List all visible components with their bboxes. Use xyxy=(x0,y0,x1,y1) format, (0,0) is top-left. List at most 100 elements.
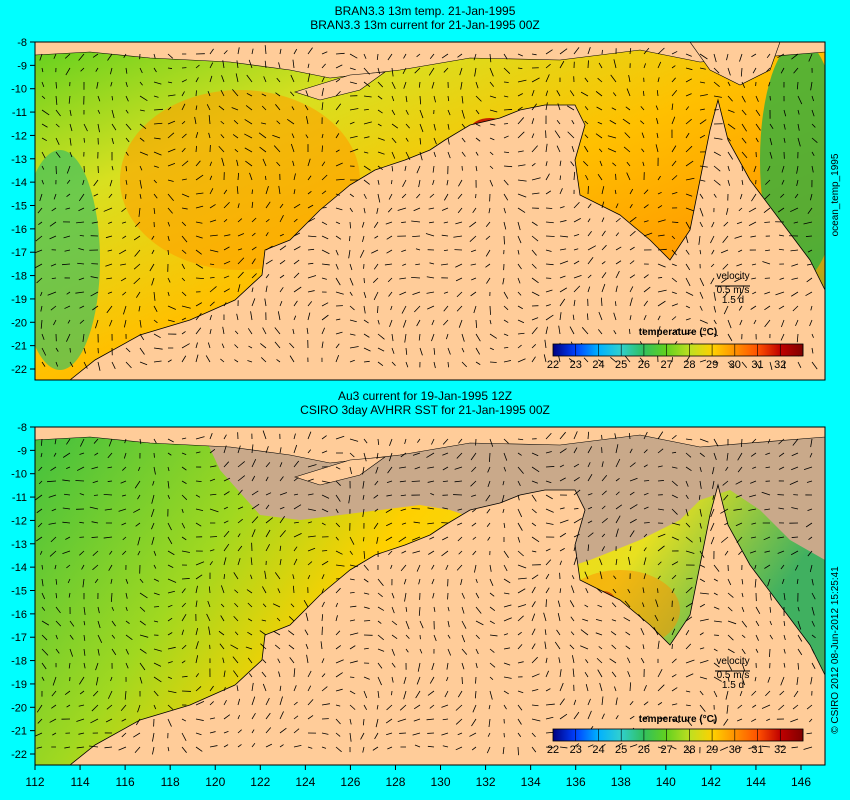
bottom-current-vector xyxy=(321,508,329,513)
bottom-current-vector xyxy=(195,600,198,608)
bottom-current-vector xyxy=(118,508,127,512)
bottom-current-vector xyxy=(657,640,660,650)
bottom-current-vector xyxy=(167,536,173,545)
top-current-vector xyxy=(657,326,661,335)
top-current-vector xyxy=(657,289,667,293)
bottom-current-vector xyxy=(475,634,480,640)
top-current-vector xyxy=(63,235,71,239)
top-current-vector xyxy=(587,47,591,55)
top-current-vector xyxy=(41,137,47,142)
bottom-current-vector xyxy=(460,578,463,586)
bottom-current-vector xyxy=(94,452,99,456)
bottom-current-vector xyxy=(151,536,155,545)
top-current-vector xyxy=(723,305,729,315)
top-current-vector xyxy=(685,78,692,83)
top-current-vector xyxy=(349,53,358,59)
top-current-vector xyxy=(503,333,509,336)
bottom-current-vector xyxy=(195,480,202,483)
top-colorbar-tick-label: 31 xyxy=(751,359,763,371)
top-current-vector xyxy=(443,221,449,224)
top-current-vector xyxy=(181,249,187,254)
bottom-current-vector xyxy=(181,746,187,753)
top-current-vector xyxy=(685,291,694,296)
top-current-vector xyxy=(629,260,635,265)
bottom-current-vector xyxy=(764,508,771,511)
top-current-vector xyxy=(486,277,491,284)
bottom-current-vector xyxy=(387,746,393,750)
bottom-current-vector xyxy=(107,466,113,469)
top-current-vector xyxy=(543,354,547,363)
bottom-current-vector xyxy=(780,564,785,570)
bottom-current-vector xyxy=(363,690,368,699)
top-current-vector xyxy=(601,230,606,237)
bottom-current-vector xyxy=(417,662,421,672)
bottom-current-vector xyxy=(769,634,773,640)
top-current-vector xyxy=(419,347,423,356)
top-current-vector xyxy=(195,277,204,280)
bottom-current-vector xyxy=(559,431,566,440)
top-current-vector xyxy=(545,173,550,181)
bottom-current-vector xyxy=(792,704,799,710)
top-current-vector xyxy=(419,151,423,161)
bottom-current-vector xyxy=(671,522,681,526)
top-current-vector xyxy=(377,193,381,203)
top-current-vector xyxy=(153,347,163,350)
bottom-current-vector xyxy=(711,746,715,751)
top-current-vector xyxy=(41,109,50,116)
bottom-current-vector xyxy=(107,452,113,459)
top-current-vector xyxy=(221,157,225,167)
bottom-current-vector xyxy=(789,480,799,485)
top-current-vector xyxy=(93,193,99,197)
bottom-current-vector xyxy=(572,668,575,678)
bottom-current-vector xyxy=(580,645,589,650)
bottom-current-vector xyxy=(531,656,538,664)
top-current-vector xyxy=(471,277,477,281)
top-current-vector xyxy=(321,174,328,181)
top-current-vector xyxy=(232,134,239,139)
top-current-vector xyxy=(118,249,127,255)
top-current-vector xyxy=(584,134,589,139)
bottom-current-vector xyxy=(470,452,477,461)
top-current-vector xyxy=(209,161,212,167)
top-current-vector xyxy=(531,356,536,363)
bottom-current-vector xyxy=(153,620,159,623)
bottom-current-vector xyxy=(181,437,187,440)
top-current-vector xyxy=(153,53,156,59)
top-current-vector xyxy=(245,105,253,111)
bottom-current-vector xyxy=(167,690,177,694)
top-current-vector xyxy=(414,305,421,313)
top-current-vector xyxy=(67,319,71,324)
bottom-current-vector xyxy=(573,711,580,720)
top-current-vector xyxy=(726,53,729,61)
bottom-current-vector xyxy=(335,732,341,737)
top-current-vector xyxy=(49,221,57,227)
bottom-current-vector xyxy=(110,578,113,584)
top-current-vector xyxy=(391,333,394,342)
top-current-vector xyxy=(55,81,57,89)
bottom-current-vector xyxy=(763,536,771,541)
top-colorbar-tick-label: 32 xyxy=(774,359,786,371)
top-current-vector xyxy=(377,179,380,185)
top-current-vector xyxy=(167,53,174,59)
bottom-current-vector xyxy=(657,746,665,750)
top-current-vector xyxy=(671,145,677,153)
top-current-vector xyxy=(195,354,199,363)
top-current-vector xyxy=(139,179,142,189)
bottom-current-vector xyxy=(808,536,813,540)
top-current-vector xyxy=(698,235,701,245)
bottom-current-vector xyxy=(723,494,729,501)
top-current-vector xyxy=(639,357,645,363)
top-current-vector xyxy=(307,175,312,181)
top-current-vector xyxy=(783,123,786,130)
bottom-current-vector xyxy=(737,704,743,709)
bottom-current-vector xyxy=(195,718,204,721)
top-current-vector xyxy=(629,297,633,307)
bottom-current-vector xyxy=(455,746,463,751)
bottom-current-vector xyxy=(167,438,174,443)
top-current-vector xyxy=(685,249,690,255)
top-current-vector xyxy=(428,207,435,210)
bottom-current-vector xyxy=(797,648,803,656)
bottom-current-vector xyxy=(445,564,449,571)
top-current-vector xyxy=(685,145,693,153)
bottom-current-vector xyxy=(601,743,606,748)
